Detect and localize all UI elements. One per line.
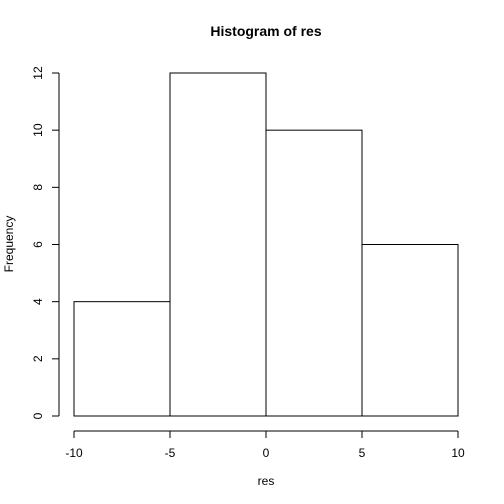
histogram-bar-0 (73, 301, 171, 417)
x-tick-label-1: -5 (165, 446, 176, 460)
histogram-bar-1 (169, 72, 267, 417)
histogram-bar-2 (265, 129, 363, 417)
histogram-bar-3 (361, 244, 459, 417)
y-axis-label: Frequency (2, 216, 16, 273)
x-tick-label-0: -10 (65, 446, 83, 460)
x-axis-label: res (258, 474, 275, 488)
chart-title: Histogram of res (210, 23, 321, 39)
x-tick-label-4: 10 (451, 446, 465, 460)
x-axis: -10 -5 0 5 10 (65, 430, 465, 460)
x-tick-label-2: 0 (263, 446, 270, 460)
y-axis: 0 2 4 6 8 10 12 (31, 66, 60, 419)
y-tick-label-3: 6 (31, 241, 45, 248)
y-tick-label-4: 8 (31, 184, 45, 191)
y-tick-label-0: 0 (31, 412, 45, 419)
y-tick-label-1: 2 (31, 355, 45, 362)
y-tick-label-6: 12 (31, 66, 45, 80)
bars-group (73, 72, 459, 417)
x-tick-label-3: 5 (359, 446, 366, 460)
y-tick-label-2: 4 (31, 298, 45, 305)
y-tick-label-5: 10 (31, 123, 45, 137)
